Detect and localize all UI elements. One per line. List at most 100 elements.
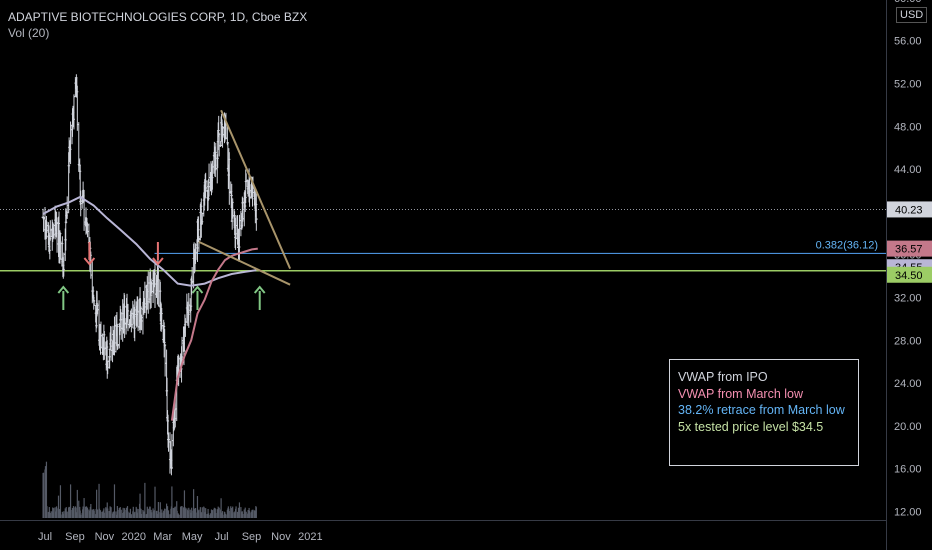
- x-tick-label: Jul: [215, 531, 229, 543]
- volume-bar: [113, 484, 116, 518]
- price-label-bg: [887, 266, 932, 283]
- y-tick-label: 20.00: [894, 421, 922, 433]
- volume-bar: [93, 510, 95, 518]
- volume-bar: [129, 508, 132, 518]
- volume-bar: [109, 506, 111, 518]
- currency-badge[interactable]: USD: [896, 7, 928, 23]
- vwap-march-line: [170, 247, 258, 421]
- volume-bar: [210, 509, 213, 518]
- x-tick-label: Jul: [38, 531, 52, 543]
- volume-bar: [105, 507, 107, 518]
- y-tick-label: 60.00: [894, 0, 922, 5]
- volume-bar: [188, 507, 190, 518]
- volume-bar: [215, 513, 217, 518]
- volume-bar: [78, 500, 80, 518]
- volume-bar: [221, 511, 224, 518]
- volume-bar: [96, 509, 99, 518]
- volume-bar: [44, 466, 47, 518]
- volume-bar: [74, 506, 76, 518]
- price-label: 36.57: [895, 244, 923, 256]
- volume-bar: [42, 472, 45, 518]
- volume-bar: [84, 506, 87, 518]
- volume-bar: [252, 509, 254, 518]
- time-axis[interactable]: Jul Sep Nov 2020 Mar May Jul Sep Nov 2021: [0, 520, 886, 544]
- volume-bar: [176, 501, 178, 518]
- symbol-title: ADAPTIVE BIOTECHNOLOGIES CORP, 1D, Cboe …: [8, 10, 308, 24]
- volume-bar: [73, 507, 75, 518]
- volume-bar: [100, 511, 102, 518]
- volume-bar: [86, 507, 89, 518]
- volume-bar: [52, 507, 54, 518]
- volume-bar: [245, 511, 247, 518]
- volume-bar: [96, 489, 98, 518]
- volume-bar: [80, 514, 82, 518]
- volume-bar: [140, 508, 142, 518]
- volume-bar: [151, 512, 153, 518]
- volume-bar: [208, 514, 210, 518]
- volume-bar: [161, 509, 163, 518]
- up-arrow-head-icon: [253, 285, 266, 294]
- volume-bar: [137, 509, 139, 518]
- volume-bar: [63, 511, 65, 518]
- volume-bar: [115, 511, 117, 518]
- x-tick-label: May: [182, 531, 203, 543]
- volume-bar: [181, 506, 183, 518]
- up-arrow-head-icon: [191, 285, 204, 294]
- volume-bar: [220, 498, 222, 518]
- volume-bar: [69, 484, 72, 518]
- volume-bar: [140, 513, 143, 518]
- volume-bar: [228, 511, 230, 518]
- trendline-lower: [198, 240, 291, 286]
- volume-bar: [166, 506, 169, 518]
- legend-item-retrace: 38.2% retrace from March low: [678, 403, 845, 417]
- volume-bar: [112, 511, 115, 518]
- y-tick-label: 28.00: [894, 335, 922, 347]
- x-tick-label: Sep: [65, 531, 85, 543]
- volume-bar: [57, 495, 60, 518]
- down-arrow-head-icon: [83, 257, 96, 266]
- volume-bar: [211, 510, 214, 518]
- volume-bar: [130, 514, 132, 518]
- volume-bar: [49, 512, 51, 518]
- volume-indicator-label[interactable]: Vol (20): [8, 26, 50, 40]
- volume-bar: [45, 461, 48, 518]
- volume-bar: [134, 511, 136, 518]
- volume-bar: [110, 507, 112, 518]
- volume-bar: [139, 493, 141, 518]
- volume-bar: [178, 514, 180, 518]
- volume-bar: [157, 502, 159, 518]
- volume-bar: [182, 507, 185, 518]
- down-arrow-head-icon: [152, 257, 164, 266]
- volume-bar: [83, 498, 85, 518]
- fib-retrace-label: 0.382(36.12): [816, 239, 878, 251]
- volume-bar: [117, 509, 119, 518]
- volume-bar: [76, 489, 78, 518]
- volume-bar: [53, 508, 55, 518]
- volume-bars: [42, 461, 257, 518]
- volume-bar: [176, 510, 178, 518]
- volume-bar: [191, 510, 193, 518]
- price-label-bg: [887, 201, 932, 218]
- vwap-ipo-line: [42, 195, 257, 287]
- volume-bar: [136, 508, 138, 518]
- volume-bar: [120, 509, 122, 518]
- volume-bar: [187, 510, 189, 518]
- volume-bar: [156, 510, 158, 518]
- volume-bar: [174, 506, 176, 518]
- volume-bar: [194, 508, 197, 518]
- volume-bar: [164, 508, 166, 518]
- annotation-arrows: [57, 242, 266, 310]
- x-tick-label: Sep: [242, 531, 262, 543]
- price-label: 34.50: [895, 270, 923, 282]
- legend-item-vwap-march: VWAP from March low: [678, 386, 804, 401]
- volume-bar: [230, 506, 232, 518]
- volume-bar: [171, 486, 173, 518]
- price-label-bg: [887, 240, 932, 257]
- indicator-lines: [42, 109, 292, 421]
- volume-bar: [201, 507, 203, 518]
- y-tick-label: 52.00: [894, 79, 922, 91]
- volume-bar: [127, 511, 129, 518]
- volume-bar: [59, 485, 62, 518]
- price-axis[interactable]: 12.0016.0020.0024.0028.0032.0036.0040.00…: [886, 0, 932, 550]
